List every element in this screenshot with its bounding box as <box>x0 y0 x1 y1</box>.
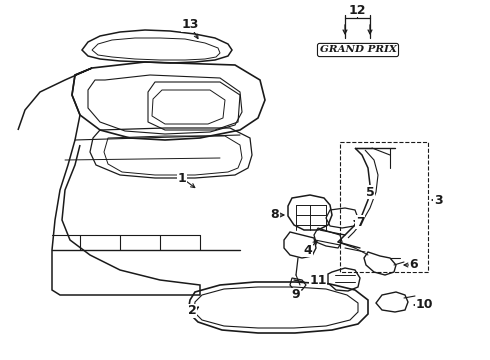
Text: 6: 6 <box>410 258 418 271</box>
Text: 4: 4 <box>304 243 313 256</box>
Text: 7: 7 <box>356 216 365 229</box>
Text: 13: 13 <box>181 18 198 31</box>
Text: 5: 5 <box>366 185 374 198</box>
Text: 11: 11 <box>309 274 327 287</box>
Text: 10: 10 <box>415 298 433 311</box>
Text: 12: 12 <box>348 4 366 17</box>
Text: GRAND PRIX: GRAND PRIX <box>319 45 396 54</box>
Text: 9: 9 <box>292 288 300 302</box>
Text: 8: 8 <box>270 208 279 221</box>
Bar <box>340 142 428 272</box>
Text: 3: 3 <box>434 194 442 207</box>
Text: 1: 1 <box>178 171 186 184</box>
Text: 2: 2 <box>188 305 196 318</box>
